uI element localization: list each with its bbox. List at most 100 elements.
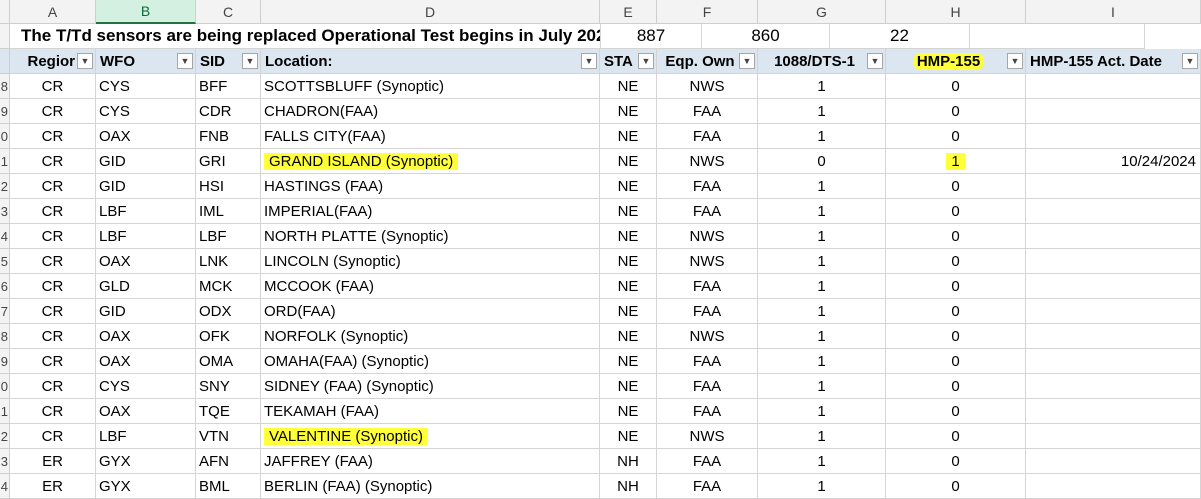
location-cell[interactable]: NORFOLK (Synoptic)	[261, 324, 600, 349]
eqp-owner-cell[interactable]: FAA	[657, 299, 758, 324]
hmp155-date-cell[interactable]	[1026, 249, 1201, 274]
location-cell[interactable]: BERLIN (FAA) (Synoptic)	[261, 474, 600, 499]
eqp-owner-cell[interactable]: NWS	[657, 74, 758, 99]
region-cell[interactable]: CR	[10, 374, 96, 399]
header-sid[interactable]: SID ▼	[196, 49, 261, 74]
eqp-owner-cell[interactable]: FAA	[657, 374, 758, 399]
hmp155-cell[interactable]: 0	[886, 474, 1026, 499]
wfo-cell[interactable]: GLD	[96, 274, 196, 299]
hmp155-date-cell[interactable]	[1026, 424, 1201, 449]
row-header[interactable]: 0	[0, 374, 10, 399]
location-cell[interactable]: OMAHA(FAA) (Synoptic)	[261, 349, 600, 374]
row-header[interactable]: 4	[0, 474, 10, 499]
hmp155-date-cell[interactable]	[1026, 474, 1201, 499]
filter-dropdown-icon[interactable]: ▼	[1007, 53, 1023, 69]
wfo-cell[interactable]: GID	[96, 299, 196, 324]
sid-cell[interactable]: FNB	[196, 124, 261, 149]
location-cell[interactable]: SCOTTSBLUFF (Synoptic)	[261, 74, 600, 99]
sta-cell[interactable]: NH	[600, 474, 657, 499]
hmp155-cell[interactable]: 0	[886, 449, 1026, 474]
region-cell[interactable]: CR	[10, 349, 96, 374]
hmp155-date-cell[interactable]	[1026, 199, 1201, 224]
wfo-cell[interactable]: LBF	[96, 199, 196, 224]
header-eqp-owner[interactable]: Eqp. Own ▼	[657, 49, 758, 74]
eqp-owner-cell[interactable]: FAA	[657, 99, 758, 124]
wfo-cell[interactable]: OAX	[96, 349, 196, 374]
header-dts[interactable]: 1088/DTS-1 ▼	[758, 49, 886, 74]
row-header[interactable]: 0	[0, 124, 10, 149]
column-header-e[interactable]: E	[600, 0, 657, 24]
eqp-owner-cell[interactable]: FAA	[657, 349, 758, 374]
column-header-c[interactable]: C	[196, 0, 261, 24]
sid-cell[interactable]: CDR	[196, 99, 261, 124]
row-header[interactable]: 1	[0, 149, 10, 174]
region-cell[interactable]: CR	[10, 324, 96, 349]
location-cell[interactable]: SIDNEY (FAA) (Synoptic)	[261, 374, 600, 399]
sta-cell[interactable]: NE	[600, 199, 657, 224]
column-header-b[interactable]: B	[96, 0, 196, 24]
filter-dropdown-icon[interactable]: ▼	[77, 53, 93, 69]
empty-cell[interactable]	[970, 24, 1145, 49]
sid-cell[interactable]: LNK	[196, 249, 261, 274]
hmp155-date-cell[interactable]	[1026, 349, 1201, 374]
sta-cell[interactable]: NE	[600, 324, 657, 349]
sta-cell[interactable]: NE	[600, 374, 657, 399]
wfo-cell[interactable]: LBF	[96, 224, 196, 249]
sta-cell[interactable]: NE	[600, 399, 657, 424]
sid-cell[interactable]: GRI	[196, 149, 261, 174]
eqp-owner-cell[interactable]: NWS	[657, 224, 758, 249]
hmp155-cell[interactable]: 0	[886, 299, 1026, 324]
hmp155-cell[interactable]: 0	[886, 274, 1026, 299]
total-h-cell[interactable]: 22	[830, 24, 970, 49]
sid-cell[interactable]: BML	[196, 474, 261, 499]
sta-cell[interactable]: NE	[600, 299, 657, 324]
hmp155-date-cell[interactable]	[1026, 449, 1201, 474]
eqp-owner-cell[interactable]: FAA	[657, 199, 758, 224]
hmp155-cell[interactable]: 0	[886, 399, 1026, 424]
hmp155-cell[interactable]: 0	[886, 74, 1026, 99]
hmp155-cell[interactable]: 0	[886, 249, 1026, 274]
location-cell[interactable]: MCCOOK (FAA)	[261, 274, 600, 299]
dts-cell[interactable]: 1	[758, 124, 886, 149]
eqp-owner-cell[interactable]: FAA	[657, 274, 758, 299]
hmp155-cell[interactable]: 0	[886, 199, 1026, 224]
wfo-cell[interactable]: GYX	[96, 449, 196, 474]
region-cell[interactable]: ER	[10, 449, 96, 474]
region-cell[interactable]: CR	[10, 174, 96, 199]
sta-cell[interactable]: NE	[600, 124, 657, 149]
wfo-cell[interactable]: CYS	[96, 374, 196, 399]
dts-cell[interactable]: 1	[758, 74, 886, 99]
dts-cell[interactable]: 1	[758, 424, 886, 449]
row-header[interactable]: 7	[0, 299, 10, 324]
column-header-h[interactable]: H	[886, 0, 1026, 24]
region-cell[interactable]: CR	[10, 199, 96, 224]
column-header-f[interactable]: F	[657, 0, 758, 24]
sta-cell[interactable]: NE	[600, 149, 657, 174]
region-cell[interactable]: CR	[10, 124, 96, 149]
row-header[interactable]: 3	[0, 449, 10, 474]
location-cell[interactable]: FALLS CITY(FAA)	[261, 124, 600, 149]
region-cell[interactable]: ER	[10, 474, 96, 499]
column-header-a[interactable]: A	[10, 0, 96, 24]
hmp155-date-cell[interactable]	[1026, 374, 1201, 399]
sta-cell[interactable]: NE	[600, 74, 657, 99]
header-hmp155[interactable]: HMP-155 ▼	[886, 49, 1026, 74]
row-header[interactable]: 1	[0, 399, 10, 424]
region-cell[interactable]: CR	[10, 274, 96, 299]
sta-cell[interactable]: NE	[600, 224, 657, 249]
header-region[interactable]: Regior ▼	[10, 49, 96, 74]
wfo-cell[interactable]: GID	[96, 174, 196, 199]
total-f-cell[interactable]: 887	[601, 24, 702, 49]
eqp-owner-cell[interactable]: FAA	[657, 474, 758, 499]
wfo-cell[interactable]: GID	[96, 149, 196, 174]
region-cell[interactable]: CR	[10, 299, 96, 324]
dts-cell[interactable]: 1	[758, 449, 886, 474]
hmp155-date-cell[interactable]: 10/24/2024	[1026, 149, 1201, 174]
location-cell[interactable]: NORTH PLATTE (Synoptic)	[261, 224, 600, 249]
region-cell[interactable]: CR	[10, 99, 96, 124]
filter-dropdown-icon[interactable]: ▼	[638, 53, 654, 69]
location-cell[interactable]: TEKAMAH (FAA)	[261, 399, 600, 424]
row-header[interactable]: 8	[0, 324, 10, 349]
hmp155-date-cell[interactable]	[1026, 299, 1201, 324]
location-cell[interactable]: CHADRON(FAA)	[261, 99, 600, 124]
